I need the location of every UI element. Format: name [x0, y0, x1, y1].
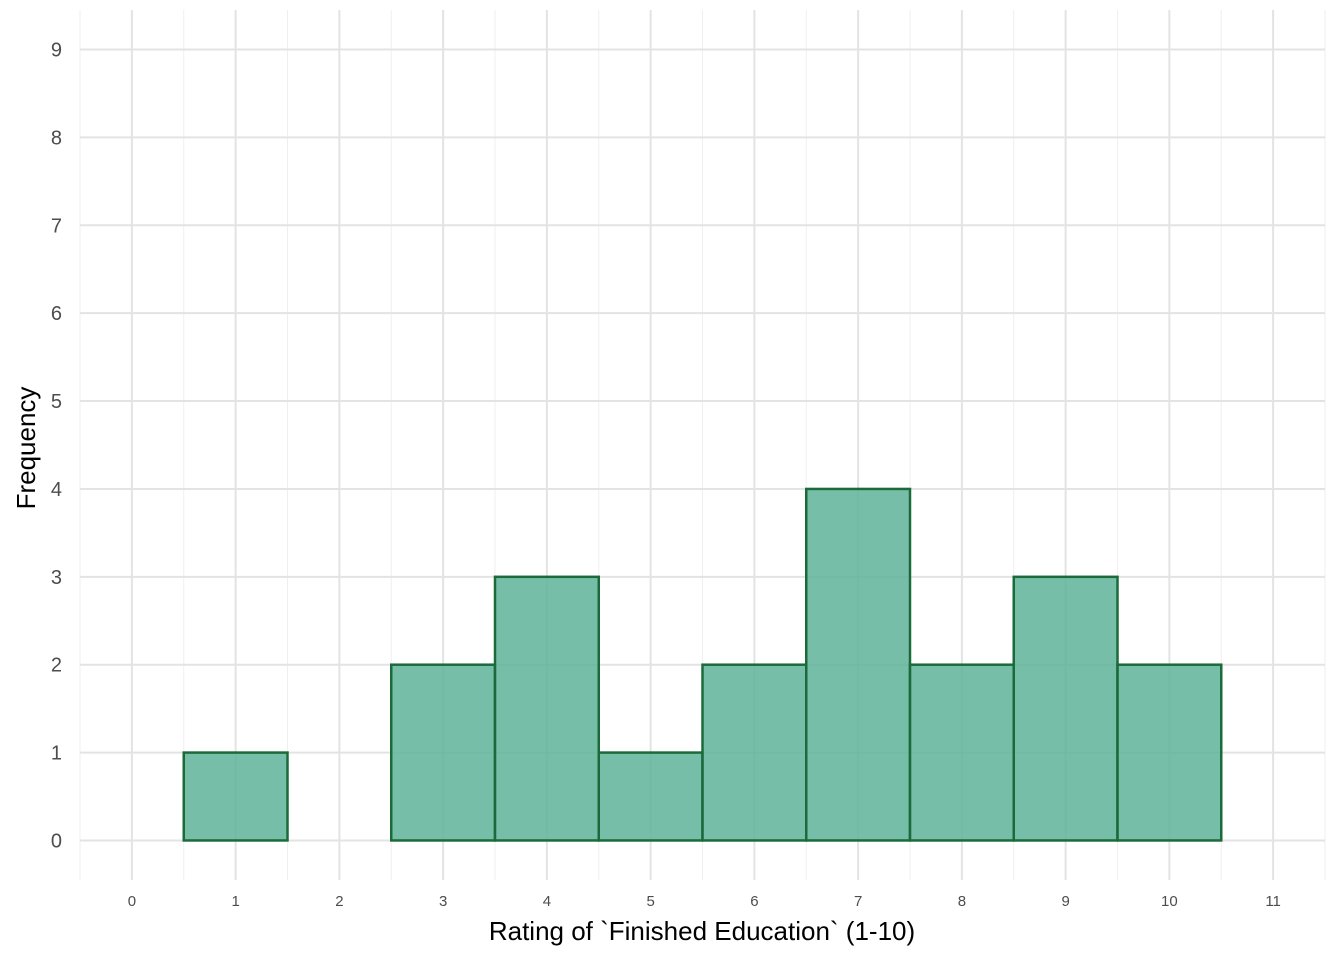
x-tick-label: 6 — [750, 893, 758, 910]
x-tick-label: 9 — [1061, 893, 1069, 910]
x-axis-title: Rating of `Finished Education` (1-10) — [489, 916, 915, 946]
bars — [182, 487, 1223, 842]
x-tick-label: 11 — [1265, 893, 1281, 910]
x-tick-label: 8 — [958, 893, 966, 910]
y-tick-label: 7 — [51, 215, 62, 237]
histogram-bar — [1012, 575, 1119, 842]
y-tick-label: 3 — [51, 567, 62, 589]
y-tick-label: 4 — [51, 479, 62, 501]
y-tick-label: 8 — [51, 127, 62, 149]
y-tick-label: 9 — [51, 40, 62, 62]
histogram-bar — [1116, 663, 1223, 842]
x-tick-label: 2 — [335, 893, 343, 910]
histogram-bar — [493, 575, 600, 842]
y-axis-ticks: 0 1 2 3 4 5 6 7 8 9 — [51, 40, 62, 853]
histogram-bar — [908, 663, 1015, 842]
histogram-bar — [597, 751, 704, 842]
histogram-bar — [182, 751, 289, 842]
x-tick-label: 3 — [439, 893, 447, 910]
x-tick-label: 5 — [646, 893, 654, 910]
y-tick-label: 0 — [51, 830, 62, 852]
histogram-bar — [805, 487, 912, 842]
y-tick-label: 5 — [51, 391, 62, 413]
y-axis-title: Frequency — [11, 387, 41, 510]
x-axis-ticks: 0 1 2 3 4 5 6 7 8 9 10 11 — [128, 893, 1281, 910]
histogram-bar — [701, 663, 808, 842]
x-tick-label: 1 — [231, 893, 239, 910]
y-tick-label: 6 — [51, 303, 62, 325]
y-tick-label: 1 — [51, 743, 62, 765]
histogram-bar — [390, 663, 497, 842]
x-tick-label: 7 — [854, 893, 862, 910]
x-tick-label: 4 — [543, 893, 551, 910]
x-tick-label: 10 — [1161, 893, 1178, 910]
x-tick-label: 0 — [128, 893, 136, 910]
y-tick-label: 2 — [51, 655, 62, 677]
